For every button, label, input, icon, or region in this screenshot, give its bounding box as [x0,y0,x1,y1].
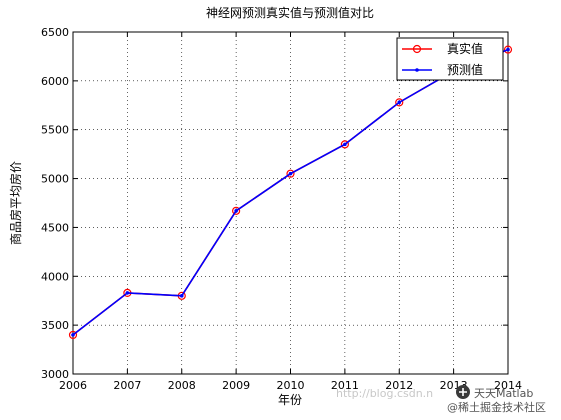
legend-marker-pred [415,68,419,72]
x-tick-label: 2006 [59,379,87,392]
y-tick-label: 6000 [41,75,69,88]
legend-label-true: 真实值 [447,41,483,56]
y-axis-label: 商品房平均房价 [8,161,23,245]
x-axis-label: 年份 [278,393,302,407]
data-point-true [395,98,404,107]
axis-ticks: 2006 2007 2008 2009 2010 2011 2012 2013 20143000… [41,26,522,392]
series [68,45,513,340]
data-point-pred [234,209,238,213]
chart-title: 神经网预测真实值与预测值对比 [206,5,374,20]
legend-label-pred: 预测值 [447,62,483,77]
data-point-pred [125,291,130,295]
x-tick-label: 2010 [277,379,305,392]
data-point-pred [179,294,184,298]
x-tick-label: 2012 [385,379,413,392]
y-tick-label: 5000 [41,173,69,186]
data-point-true [340,140,349,149]
data-point-pred [288,171,293,176]
watermark-url: http://blog.csdn.n [336,387,433,400]
legend-box [396,37,504,81]
x-tick-label: 2014 [494,379,522,392]
x-tick-label: 2008 [168,379,196,392]
watermark: http://blog.csdn.n 天天Matlab @稀土掘金技术社区 [336,385,546,414]
y-tick-label: 5500 [41,124,69,137]
data-point-pred [397,100,402,105]
y-tick-label: 4500 [41,221,69,234]
y-tick-label: 6500 [41,26,69,39]
watermark-community: @稀土掘金技术社区 [447,400,546,414]
data-point-pred [343,142,347,147]
legend-marker-true [412,44,422,54]
legend: 真实值 预测值 [396,37,504,81]
data-point-true [503,45,513,54]
data-point-true [286,169,295,178]
x-tick-label: 2009 [222,379,250,392]
grid [73,32,508,374]
data-point-pred [506,47,510,52]
data-point-pred [71,333,75,337]
watermark-brand: 天天Matlab [474,387,533,400]
data-point-true [68,330,78,340]
data-point-true [232,206,241,215]
y-tick-label: 3500 [41,319,69,332]
x-tick-label: 2007 [113,379,141,392]
y-tick-label: 4000 [41,270,69,283]
y-tick-label: 3000 [41,368,69,381]
x-tick-label: 2011 [331,379,359,392]
watermark-logo-icon [456,385,470,399]
